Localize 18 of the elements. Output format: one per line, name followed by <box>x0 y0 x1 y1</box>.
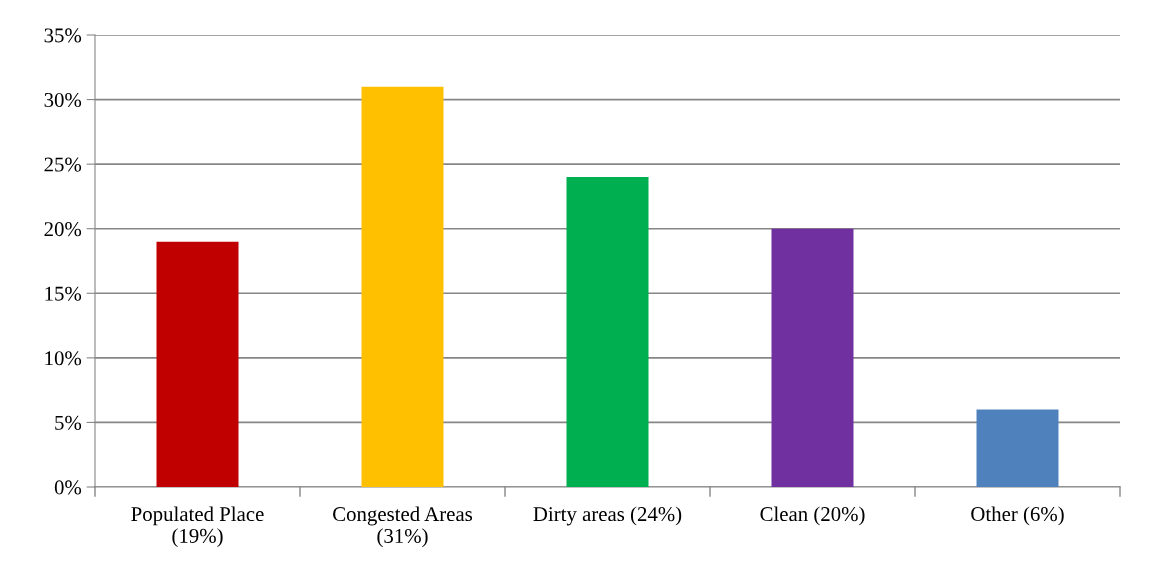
y-tick-label: 10% <box>45 351 82 366</box>
x-tick-label: Congested Areas (31%) <box>333 506 473 548</box>
x-tick-label: Dirty areas (24%) <box>533 506 682 526</box>
bar <box>976 409 1059 487</box>
y-tick-label: 35% <box>44 28 82 43</box>
bar <box>361 86 444 487</box>
y-tick-label: 25% <box>44 157 82 172</box>
y-tick-label: 15% <box>45 286 82 301</box>
bar <box>156 241 239 487</box>
x-tick-label: Clean (20%) <box>760 506 865 526</box>
x-tick-label: Other (6%) <box>971 506 1064 526</box>
y-tick-label: 0% <box>54 480 82 495</box>
y-tick-label: 30% <box>44 92 82 108</box>
y-tick-label: 20% <box>44 222 82 237</box>
x-tick-label: Populated Place (19%) <box>131 506 264 548</box>
bar <box>771 228 854 487</box>
y-tick-label: 5% <box>55 415 82 430</box>
bar <box>566 177 649 487</box>
